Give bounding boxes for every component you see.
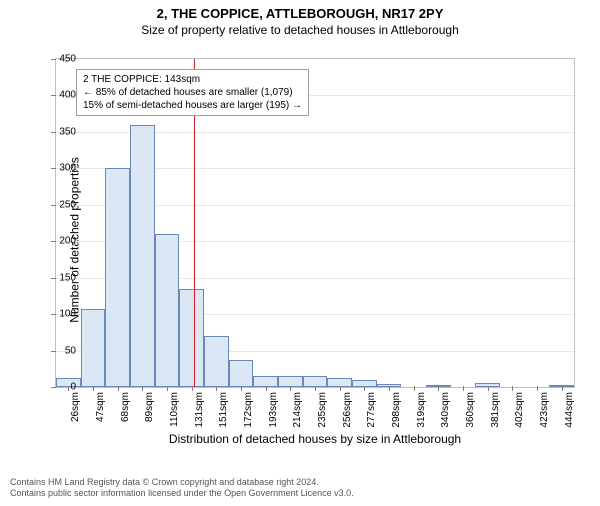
x-tick-mark [488, 386, 489, 391]
x-tick-mark [463, 386, 464, 391]
x-tick-mark [68, 386, 69, 391]
histogram-bar [179, 289, 204, 387]
x-tick-mark [562, 386, 563, 391]
y-tick-label: 100 [46, 309, 76, 320]
footer-line1: Contains HM Land Registry data © Crown c… [10, 477, 590, 489]
histogram-bar [130, 125, 155, 387]
y-tick-label: 350 [46, 126, 76, 137]
x-tick-mark [216, 386, 217, 391]
x-tick-mark [266, 386, 267, 391]
histogram-bar [229, 360, 254, 387]
annotation-line2: ← 85% of detached houses are smaller (1,… [83, 86, 302, 99]
y-tick-label: 50 [46, 345, 76, 356]
page-title: 2, THE COPPICE, ATTLEBOROUGH, NR17 2PY [0, 6, 600, 21]
x-axis-label: Distribution of detached houses by size … [55, 432, 575, 446]
histogram-bar [81, 309, 106, 387]
annotation-line1: 2 THE COPPICE: 143sqm [83, 73, 302, 86]
y-tick-label: 0 [46, 382, 76, 393]
annotation-box: 2 THE COPPICE: 143sqm ← 85% of detached … [76, 69, 309, 116]
footer-line2: Contains public sector information licen… [10, 488, 590, 500]
y-tick-label: 400 [46, 90, 76, 101]
x-tick-mark [241, 386, 242, 391]
x-tick-mark [414, 386, 415, 391]
x-tick-mark [438, 386, 439, 391]
x-tick-mark [192, 386, 193, 391]
histogram-bar [204, 336, 229, 387]
x-tick-mark [315, 386, 316, 391]
x-tick-mark [340, 386, 341, 391]
histogram-bar [105, 168, 130, 387]
y-tick-label: 450 [46, 54, 76, 65]
plot-area: 2 THE COPPICE: 143sqm ← 85% of detached … [55, 58, 575, 388]
x-tick-mark [512, 386, 513, 391]
annotation-line3: 15% of semi-detached houses are larger (… [83, 99, 302, 112]
page-subtitle: Size of property relative to detached ho… [0, 23, 600, 37]
chart-area: Number of detached properties 2 THE COPP… [0, 50, 600, 430]
x-tick-mark [93, 386, 94, 391]
y-tick-label: 250 [46, 199, 76, 210]
histogram-bar [155, 234, 180, 387]
x-tick-mark [118, 386, 119, 391]
x-tick-mark [389, 386, 390, 391]
x-tick-mark [537, 386, 538, 391]
x-tick-mark [290, 386, 291, 391]
x-tick-mark [364, 386, 365, 391]
footer: Contains HM Land Registry data © Crown c… [10, 477, 590, 500]
x-tick-mark [167, 386, 168, 391]
y-tick-label: 200 [46, 236, 76, 247]
x-tick-mark [142, 386, 143, 391]
y-tick-label: 300 [46, 163, 76, 174]
y-tick-label: 150 [46, 272, 76, 283]
